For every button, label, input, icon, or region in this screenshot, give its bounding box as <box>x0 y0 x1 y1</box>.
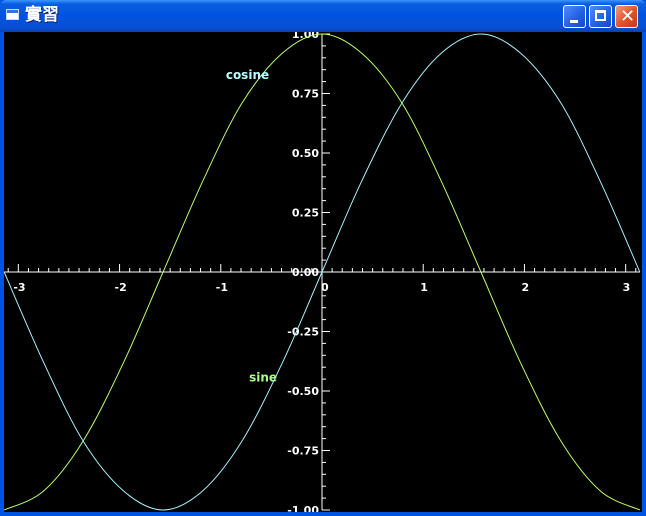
close-icon: ✕ <box>619 6 636 27</box>
y-tick-label: -0.75 <box>287 445 319 458</box>
y-tick-label: 0.50 <box>292 147 319 160</box>
sine-series-line <box>4 33 641 511</box>
plot-area: -3 -2 -1 0 1 2 3 1.00 0.75 0.50 0.25 0.00 -0.25 -0.50… <box>4 32 642 512</box>
x-tick-label: -2 <box>115 281 127 294</box>
title-bar[interactable]: 實習 ✕ <box>0 0 646 32</box>
x-tick-label: -3 <box>13 281 25 294</box>
y-tick-label: 0.75 <box>292 88 319 101</box>
cosine-series-label: cosine <box>226 68 269 82</box>
y-tick-label: -1.00 <box>287 504 319 512</box>
maximize-button[interactable] <box>589 5 612 28</box>
function-plot: -3 -2 -1 0 1 2 3 1.00 0.75 0.50 0.25 0.00 -0.25 -0.50… <box>4 32 641 512</box>
x-tick-label: 1 <box>420 281 428 294</box>
cosine-series-line <box>4 33 641 511</box>
x-tick-label: -1 <box>216 281 228 294</box>
y-tick-label: 1.00 <box>292 32 319 41</box>
maximize-icon <box>595 10 606 21</box>
y-tick-label: 0.25 <box>292 207 319 220</box>
x-tick-label: 3 <box>623 281 631 294</box>
y-tick-label: -0.25 <box>287 326 319 339</box>
window-title: 實習 <box>25 5 59 25</box>
close-button[interactable]: ✕ <box>615 5 638 28</box>
y-tick-label: -0.50 <box>287 385 319 398</box>
minimize-button[interactable] <box>563 5 586 28</box>
x-tick-label: 2 <box>521 281 529 294</box>
minimize-icon <box>570 20 578 23</box>
sine-series-label: sine <box>249 370 277 384</box>
window-icon[interactable] <box>6 9 19 20</box>
x-tick-label: 0 <box>321 281 329 294</box>
y-tick-label: 0.00 <box>292 266 319 279</box>
